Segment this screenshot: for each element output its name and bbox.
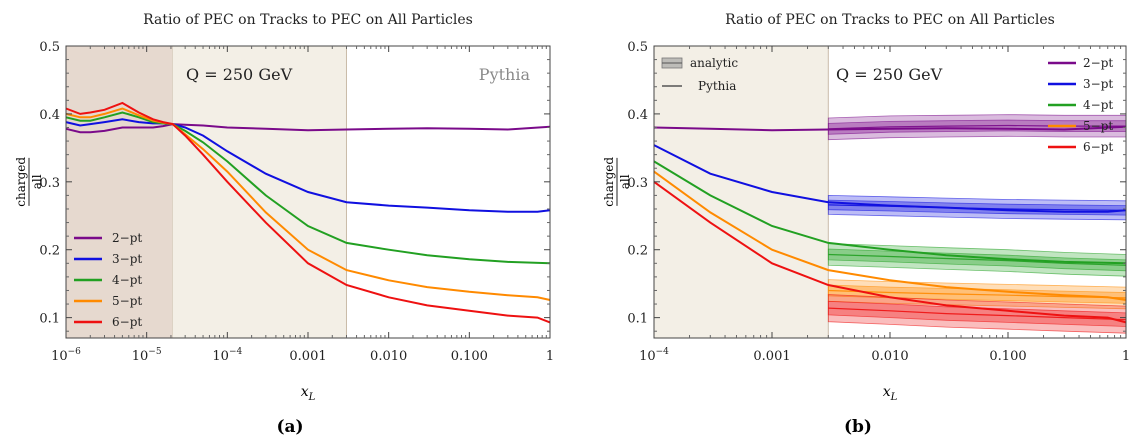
x-axis-label: xL <box>883 384 898 403</box>
chart-panel-b: Ratio of PEC on Tracks to PEC on All Par… <box>602 12 1130 403</box>
y-axis-label-numerator: charged <box>14 157 28 207</box>
x-tick-label: 10−5 <box>132 347 162 364</box>
y-tick-label: 0.1 <box>627 312 648 327</box>
y-axis-label-numerator: charged <box>602 157 616 207</box>
y-axis-label-denominator: all <box>618 174 632 189</box>
x-tick-label: 10−4 <box>212 347 242 364</box>
chart-title: Ratio of PEC on Tracks to PEC on All Par… <box>725 12 1055 28</box>
legend-label: 2−pt <box>112 231 142 245</box>
legend-label-pythia: Pythia <box>698 79 736 93</box>
x-axis-label: xL <box>301 384 316 403</box>
series-line <box>653 125 1127 132</box>
legend-label: 4−pt <box>112 273 142 287</box>
y-tick-label: 0.4 <box>39 108 60 123</box>
legend-label-analytic: analytic <box>690 56 738 70</box>
legend-label: 5−pt <box>1083 119 1113 133</box>
y-axis-label: charged all <box>14 157 44 207</box>
x-tick-exponent: −4 <box>656 347 670 357</box>
x-tick-label: 0.001 <box>753 349 790 364</box>
y-axis-label-denominator: all <box>30 174 44 189</box>
legend-label: 5−pt <box>112 294 142 308</box>
annotation-energy: Q = 250 GeV <box>186 65 293 84</box>
panel-label-a: (a) <box>276 417 303 437</box>
x-tick-label: 0.100 <box>989 349 1026 364</box>
analytic-center-line <box>828 289 1127 299</box>
legend-label: 6−pt <box>112 315 142 329</box>
legend-label: 3−pt <box>1083 77 1113 91</box>
x-tick-exponent: −5 <box>148 347 162 357</box>
x-axis-label-subscript: L <box>890 392 898 403</box>
y-axis-label: charged all <box>602 157 632 207</box>
series-line <box>65 123 551 134</box>
x-tick-exponent: −4 <box>229 347 243 357</box>
y-tick-label: 0.1 <box>39 312 60 327</box>
x-tick-label: 0.100 <box>451 349 488 364</box>
annotation-generator: Pythia <box>479 65 531 84</box>
x-tick-label: 10−6 <box>51 347 81 364</box>
chart-panel-a: Ratio of PEC on Tracks to PEC on All Par… <box>14 12 554 403</box>
x-tick-label: 0.010 <box>871 349 908 364</box>
shaded-region <box>66 46 173 338</box>
x-tick-exponent: −6 <box>68 347 82 357</box>
y-tick-label: 0.3 <box>39 176 60 191</box>
x-axis-label-subscript: L <box>308 392 316 403</box>
legend-label: 6−pt <box>1083 140 1113 154</box>
legend-label: 3−pt <box>112 252 142 266</box>
y-tick-label: 0.5 <box>627 40 648 55</box>
shaded-region <box>654 46 829 338</box>
analytic-center-line <box>828 253 1127 266</box>
x-tick-label: 0.010 <box>370 349 407 364</box>
series-line <box>65 111 551 265</box>
y-tick-label: 0.4 <box>627 108 648 123</box>
series-line <box>653 180 1127 324</box>
series-line <box>653 170 1127 301</box>
legend-label: 2−pt <box>1083 56 1113 70</box>
annotation-energy: Q = 250 GeV <box>836 65 943 84</box>
y-tick-label: 0.5 <box>39 40 60 55</box>
chart-title: Ratio of PEC on Tracks to PEC on All Par… <box>143 12 473 28</box>
shaded-region <box>172 46 347 338</box>
series-line <box>653 160 1127 265</box>
analytic-center-line <box>828 307 1127 321</box>
legend-label: 4−pt <box>1083 98 1113 112</box>
series-line <box>653 144 1127 213</box>
x-tick-label: 1 <box>546 349 554 364</box>
series-line <box>65 101 551 324</box>
x-tick-label: 1 <box>1122 349 1130 364</box>
series-line <box>65 118 551 213</box>
series-line <box>65 107 551 301</box>
y-tick-label: 0.3 <box>627 176 648 191</box>
x-tick-label: 0.001 <box>289 349 326 364</box>
x-tick-label: 10−4 <box>639 347 669 364</box>
panel-label-b: (b) <box>844 417 872 437</box>
y-tick-label: 0.2 <box>627 244 648 259</box>
y-tick-label: 0.2 <box>39 244 60 259</box>
